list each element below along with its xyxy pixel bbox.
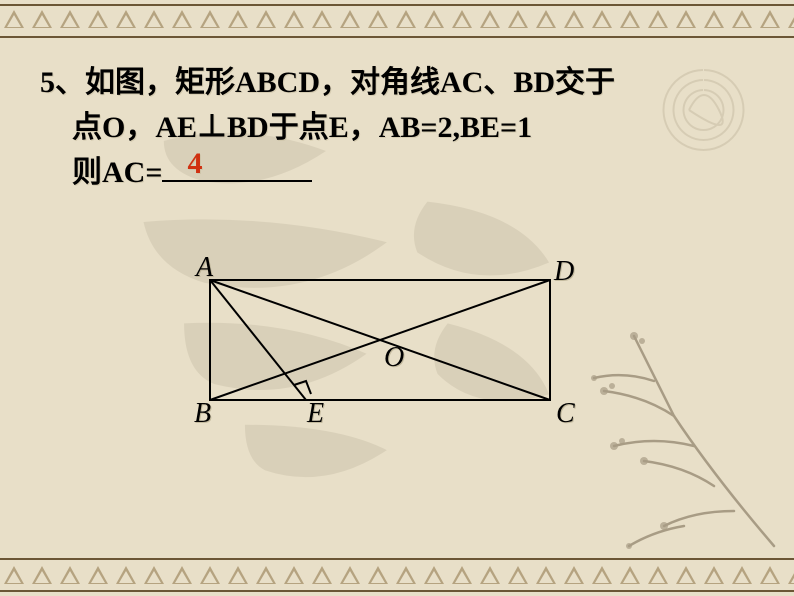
problem-line-3: 则AC=4 xyxy=(40,150,734,195)
given: AB=2,BE=1 xyxy=(379,111,532,144)
text: 、如图，矩形 xyxy=(55,66,235,99)
text: 点 xyxy=(72,111,102,144)
text: 则 xyxy=(72,156,102,189)
problem-number: 5 xyxy=(40,66,55,99)
problem-line-2: 点O，AE⊥BD于点E，AB=2,BE=1 xyxy=(40,105,734,150)
rect-name: ABCD xyxy=(235,66,320,99)
label-d: D xyxy=(553,256,574,287)
point-o: O xyxy=(102,111,125,144)
label-c: C xyxy=(556,398,575,429)
diag-bd: BD xyxy=(513,66,555,99)
border-line xyxy=(0,4,794,6)
problem-content: 5、如图，矩形ABCD，对角线AC、BD交于 点O，AE⊥BD于点E，AB=2,… xyxy=(40,60,734,195)
answer-value: 4 xyxy=(187,141,202,186)
problem-line-1: 5、如图，矩形ABCD，对角线AC、BD交于 xyxy=(40,60,734,105)
text: ， xyxy=(349,111,379,144)
border-top xyxy=(0,0,794,40)
answer-blank: 4 xyxy=(162,173,312,182)
border-line xyxy=(0,36,794,38)
text: 于点 xyxy=(269,111,329,144)
text: ， xyxy=(125,111,155,144)
label-o: O xyxy=(384,342,404,373)
diag-ac: AC xyxy=(440,66,483,99)
text: ，对角线 xyxy=(320,66,440,99)
label-a: A xyxy=(194,252,214,283)
border-line xyxy=(0,558,794,560)
label-e: E xyxy=(306,398,324,429)
point-e: E xyxy=(329,111,349,144)
label-b: B xyxy=(194,398,211,429)
border-line xyxy=(0,590,794,592)
geometry-figure: A D B C E O xyxy=(180,250,580,450)
text: 交于 xyxy=(555,66,615,99)
text: 、 xyxy=(483,66,513,99)
perp-text: AE⊥BD xyxy=(155,111,268,144)
target: AC= xyxy=(102,156,162,189)
